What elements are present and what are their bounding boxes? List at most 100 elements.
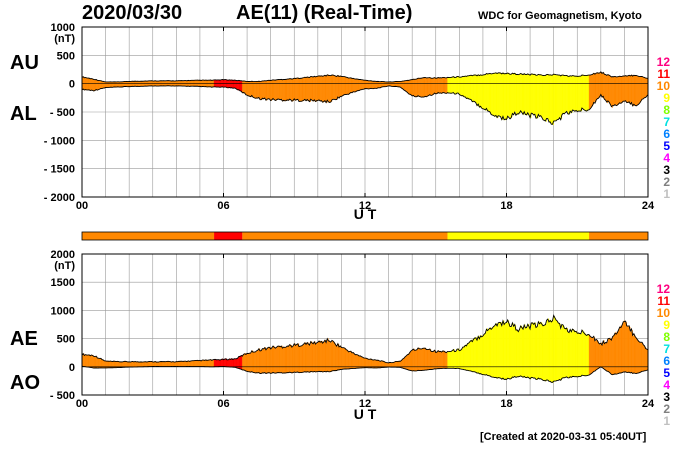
panel2-legend-entry: 7 [663, 342, 670, 356]
panel1-area-strip [338, 76, 341, 99]
panel2-area-strip [251, 350, 254, 372]
panel2-legend-entry: 6 [663, 354, 670, 368]
panel1-area-strip [391, 81, 394, 87]
panel2-area-strip [126, 361, 129, 368]
panel2-area-strip [562, 324, 565, 378]
panel2-area-strip [592, 337, 594, 373]
panel1-area-strip [317, 75, 320, 101]
panel2-area-strip [463, 345, 466, 371]
panel2-area-strip [403, 356, 406, 370]
panel2-xtick-label: 12 [359, 398, 371, 410]
panel1-area-strip [531, 73, 533, 114]
panel1-area-strip [459, 76, 461, 96]
panel2-area-strip [610, 338, 612, 375]
panel2-area-strip [595, 339, 598, 371]
panel2-area-strip [143, 361, 145, 367]
panel1-area-strip [243, 80, 245, 94]
panel1-area-strip [632, 75, 634, 107]
panel1-area-strip [111, 81, 113, 88]
panel1-area-strip [525, 74, 527, 116]
panel2-area-strip [593, 335, 596, 372]
panel1-area-strip [546, 74, 548, 120]
panel1-area-strip [428, 77, 431, 96]
panel1-area-strip [360, 79, 362, 91]
panel2-area-strip [136, 361, 138, 368]
panel1-area-strip [565, 75, 567, 113]
panel1-area-strip [118, 81, 120, 88]
panel1-area-strip [588, 74, 591, 111]
panel2-area-strip [129, 361, 131, 368]
panel2-area-strip [263, 348, 265, 374]
panel1-area-strip [297, 77, 300, 100]
panel2-area-strip [166, 361, 169, 367]
panel2-area-strip [90, 355, 92, 368]
panel2-area-strip [441, 351, 443, 369]
panel2-area-strip [476, 339, 479, 374]
panel2-area-strip [309, 344, 311, 373]
panel2-area-strip [84, 355, 86, 367]
panel2-area-strip [304, 342, 307, 372]
panel2-area-strip [183, 361, 185, 367]
panel2-area-strip [340, 345, 342, 370]
panel2-area-strip [525, 327, 527, 378]
panel2-area-strip [330, 341, 333, 372]
panel2-area-strip [180, 360, 183, 367]
panel1-area-strip [299, 78, 302, 102]
panel1-area-strip [238, 80, 241, 91]
panel1-area-strip [455, 77, 458, 95]
panel1-area-strip [284, 79, 287, 101]
panel1-area-strip [643, 76, 645, 100]
panel1-area-strip [412, 79, 414, 97]
panel1-area-strip [472, 75, 474, 103]
panel2-area-strip [492, 326, 494, 378]
panel2-area-strip [312, 343, 315, 373]
panel1-area-strip [443, 77, 446, 93]
panel2-area-strip [256, 350, 258, 374]
panel1-area-strip [453, 76, 455, 93]
panel2-area-strip [241, 354, 243, 370]
panel2-area-strip [349, 351, 352, 369]
panel1-area-strip [375, 81, 377, 89]
panel1-legend-entry: 5 [663, 139, 670, 153]
panel2-area-strip [261, 350, 263, 374]
panel1-area-strip [448, 77, 451, 94]
panel2-area-strip [409, 351, 412, 371]
panel1-area-strip [237, 80, 239, 91]
panel1-area-strip [202, 79, 204, 87]
panel1-area-strip [399, 81, 401, 88]
panel1-area-strip [441, 77, 443, 94]
panel1-area-strip [447, 77, 449, 93]
panel1-area-strip [402, 80, 405, 91]
panel2-area-strip [465, 344, 467, 371]
panel1-area-strip [567, 76, 570, 115]
panel1-area-strip [320, 75, 322, 102]
panel2-area-strip [579, 333, 581, 377]
panel2-area-strip [613, 333, 616, 375]
panel2-area-strip [163, 361, 165, 367]
panel1-area-strip [266, 80, 269, 100]
panel1-area-strip [88, 77, 91, 91]
panel1-area-strip [393, 81, 395, 87]
panel1-area-strip [336, 76, 339, 100]
panel2-area-strip [522, 328, 525, 378]
panel1-area-strip [513, 73, 515, 116]
panel2-area-strip [554, 317, 557, 382]
panel2-area-strip [600, 342, 603, 368]
panel1-area-strip [366, 80, 368, 89]
panel2-area-strip [299, 345, 302, 373]
panel1-area-strip [358, 79, 361, 91]
panel2-area-strip [320, 341, 322, 372]
panel2-area-strip [265, 349, 268, 374]
panel1-area-strip [590, 74, 592, 110]
panel2-area-strip [94, 356, 97, 369]
panel2-area-strip [452, 350, 454, 369]
panel2-area-strip [453, 349, 455, 369]
panel1-area-strip [558, 74, 560, 120]
panel2-area-strip [303, 343, 306, 373]
panel1-legend-entry: 11 [657, 67, 670, 81]
panel1-area-strip [593, 72, 596, 103]
panel1-area-strip [529, 75, 532, 119]
panel2-area-strip [257, 349, 260, 374]
panel2-area-strip [524, 324, 526, 377]
panel2-area-strip [191, 360, 193, 367]
